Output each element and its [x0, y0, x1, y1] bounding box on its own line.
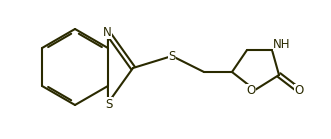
Text: N: N — [103, 25, 111, 39]
Text: S: S — [105, 97, 113, 111]
Text: S: S — [168, 49, 176, 63]
Text: NH: NH — [273, 38, 291, 50]
Text: O: O — [294, 85, 304, 97]
Text: O: O — [246, 85, 256, 97]
